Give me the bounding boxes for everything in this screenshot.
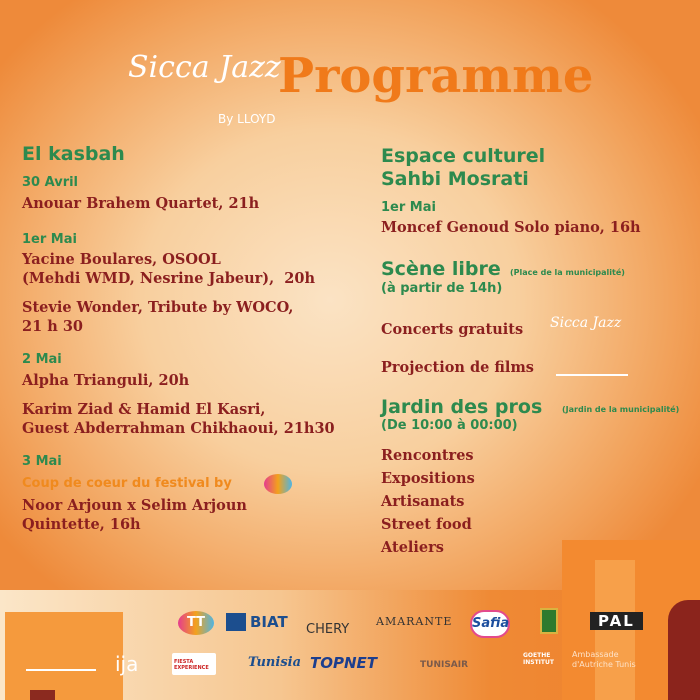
event-item: Alpha Trianguli, 20h (22, 372, 190, 389)
sponsor-cinema (26, 655, 96, 671)
deco-tower-right (595, 560, 635, 700)
event-item: Moncef Genoud Solo piano, 16h (381, 219, 641, 236)
sponsor-tunisia: Tunisia (248, 655, 302, 670)
day-date: 3 Mai (22, 454, 62, 469)
sponsor-safia: Safia (470, 610, 510, 638)
venue-title: Sahbi Mosrati (381, 168, 529, 190)
sponsor-tt: TT (178, 611, 214, 635)
activity-item: Expositions (381, 470, 475, 487)
event-item: Karim Ziad & Hamid El Kasri, Guest Abder… (22, 401, 335, 437)
highlight-text: Coup de coeur du festival by (22, 476, 232, 491)
sicca-jazz-logo: Sicca Jazz (128, 50, 281, 85)
sponsor-ija: IJA (115, 652, 139, 676)
venue-title: El kasbah (22, 143, 125, 165)
event-item: Noor Arjoun x Selim Arjoun Quintette, 16… (22, 497, 247, 533)
jardin-title: Jardin des pros (381, 396, 543, 418)
sicca-jazz-logo-small: Sicca Jazz (550, 315, 622, 331)
jardin-time: (De 10:00 à 00:00) (381, 418, 518, 433)
scene-place: (Place de la municipalité) (510, 268, 625, 277)
day-date: 1er Mai (22, 232, 77, 247)
activity-item: Ateliers (381, 539, 444, 556)
deco-arch-left-inner (30, 690, 55, 700)
day-date: 2 Mai (22, 352, 62, 367)
tt-logo (264, 474, 292, 494)
sponsor-austria: Ambassade d'Autriche Tunis (572, 650, 636, 669)
scene-title: Scène libre (381, 258, 501, 280)
event-item: Anouar Brahem Quartet, 21h (22, 195, 260, 212)
day-date: 30 Avril (22, 175, 79, 190)
sponsor-biat: BIAT (226, 613, 288, 631)
jardin-place: (Jardin de la municipalité) (562, 405, 680, 414)
deco-arch-left (5, 612, 123, 700)
cinema-logo (556, 362, 628, 376)
activity-item: Rencontres (381, 447, 474, 464)
sponsor-amarante: AMARANTE (376, 615, 453, 628)
sponsor-topnet: TOPNET (310, 654, 378, 672)
sponsor-pal: PAL (590, 612, 643, 630)
activity-item: Artisanats (381, 493, 465, 510)
logo-sub: By LLOYD (218, 112, 276, 126)
event-item: Stevie Wonder, Tribute by WOCO, 21 h 30 (22, 299, 294, 335)
sponsor-emblem (540, 608, 558, 634)
deco-arch-red (668, 600, 700, 700)
sponsor-tunisair: TUNISAIR (420, 660, 469, 670)
sponsor-fiesta: FIESTA EXPERIENCE (172, 653, 216, 675)
activity-item: Street food (381, 516, 472, 533)
event-item: Yacine Boulares, OSOOL (Mehdi WMD, Nesri… (22, 251, 315, 287)
projection-label: Projection de films (381, 359, 534, 376)
day-date: 1er Mai (381, 200, 436, 215)
concerts-label: Concerts gratuits (381, 321, 524, 338)
sponsor-chery: CHERY (306, 622, 350, 637)
scene-time: (à partir de 14h) (381, 281, 503, 296)
page-title: Programme (278, 48, 594, 104)
venue-title: Espace culturel (381, 145, 546, 167)
sponsor-goethe: GOETHE INSTITUT (505, 652, 565, 666)
